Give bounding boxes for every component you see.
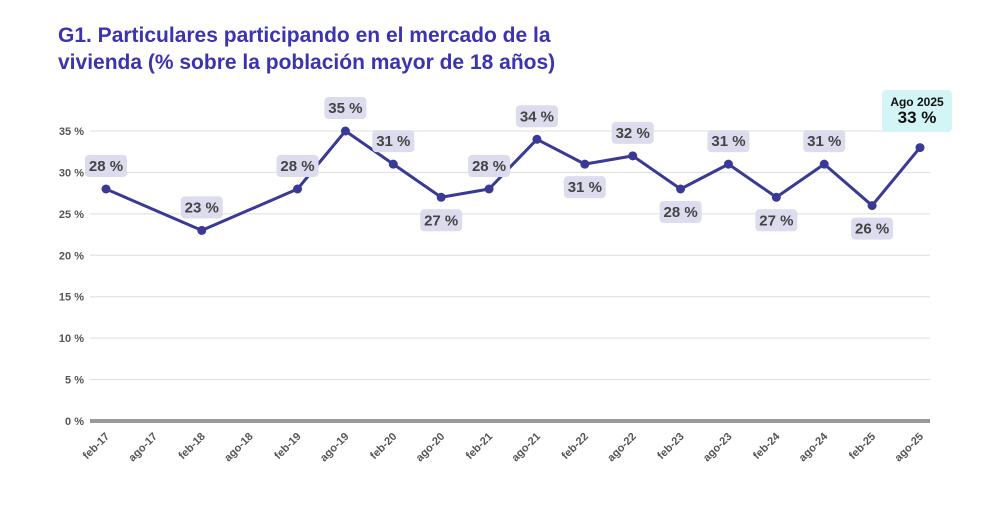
x-tick-label: feb-24 <box>751 430 783 462</box>
data-point <box>676 184 686 194</box>
data-point <box>915 143 925 153</box>
x-tick-label: feb-23 <box>655 431 686 462</box>
x-tick-label: feb-20 <box>368 431 399 462</box>
data-label-bg <box>515 105 558 128</box>
data-label: 28 % <box>280 158 314 175</box>
x-tick-label: ago-24 <box>797 430 831 464</box>
data-point <box>723 159 733 169</box>
data-label-bg <box>468 155 511 177</box>
data-label: 31 % <box>807 133 841 150</box>
x-tick-label: ago-22 <box>605 431 639 465</box>
data-label: 28 % <box>472 158 506 175</box>
data-label: 31 % <box>376 133 410 150</box>
data-label-bg <box>851 217 894 240</box>
y-tick-label: 0 % <box>65 416 84 428</box>
x-tick-label: feb-22 <box>560 431 591 462</box>
x-tick-label: feb-25 <box>847 431 878 462</box>
data-label: 31 % <box>568 179 602 196</box>
data-label-bg <box>420 209 463 232</box>
data-label: 27 % <box>424 212 458 229</box>
data-label-bg <box>611 121 654 144</box>
data-point <box>628 151 638 161</box>
data-label: 31 % <box>711 133 745 150</box>
data-point <box>197 225 207 235</box>
data-label: 34 % <box>520 108 554 125</box>
data-label: 26 % <box>855 221 889 238</box>
x-tick-label: ago-18 <box>222 431 256 465</box>
data-point <box>867 201 877 211</box>
data-label-bg <box>803 130 846 153</box>
data-label-bg <box>755 209 798 232</box>
data-label-bg <box>276 155 319 177</box>
x-tick-label: ago-19 <box>318 431 352 465</box>
y-tick-label: 5 % <box>65 375 84 387</box>
x-tick-label: feb-17 <box>81 431 112 462</box>
data-point <box>340 126 350 136</box>
callout-value: 33 % <box>897 108 937 127</box>
x-tick-label: ago-20 <box>414 431 448 465</box>
latest-value-callout: Ago 2025 33 % <box>882 90 952 132</box>
data-point <box>101 184 111 194</box>
y-tick-label: 10 % <box>59 333 84 345</box>
data-point <box>388 159 398 169</box>
x-tick-label: feb-19 <box>272 431 303 462</box>
data-label-bg <box>659 201 702 223</box>
x-tick-label: feb-21 <box>464 431 495 462</box>
data-label: 28 % <box>663 204 697 221</box>
data-label-bg <box>563 176 606 199</box>
chart-title: G1. Particulares participando en el merc… <box>58 24 556 74</box>
data-label-bg <box>180 196 223 219</box>
data-label: 23 % <box>185 199 219 216</box>
x-tick-label: ago-25 <box>893 431 927 465</box>
data-point <box>771 192 781 202</box>
data-point <box>580 159 590 169</box>
y-tick-label: 35 % <box>59 126 84 138</box>
y-tick-label: 20 % <box>59 250 84 262</box>
data-label-bg <box>707 130 750 153</box>
data-label: 28 % <box>89 158 123 175</box>
data-label-bg <box>324 97 367 119</box>
data-point <box>532 134 542 144</box>
x-tick-label: feb-18 <box>176 431 207 462</box>
data-label: 32 % <box>616 125 650 142</box>
y-tick-label: 30 % <box>59 167 84 179</box>
x-tick-label: ago-23 <box>701 431 735 465</box>
x-tick-label: ago-21 <box>509 431 543 465</box>
data-point <box>484 184 494 194</box>
data-point <box>293 184 303 194</box>
data-label: 27 % <box>759 212 793 229</box>
callout-label: Ago 2025 <box>890 95 944 109</box>
series-line <box>105 129 922 232</box>
data-point <box>819 159 829 169</box>
y-tick-label: 15 % <box>59 292 84 304</box>
data-label: 35 % <box>328 100 362 117</box>
data-label-bg <box>372 130 415 153</box>
data-label-bg <box>85 155 127 177</box>
data-point <box>436 192 446 202</box>
y-tick-label: 25 % <box>59 209 84 221</box>
x-tick-label: ago-17 <box>126 431 160 465</box>
